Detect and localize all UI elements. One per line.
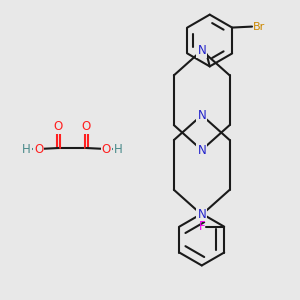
Text: H: H	[22, 142, 31, 155]
Text: H: H	[114, 142, 122, 155]
Text: F: F	[199, 220, 205, 233]
Text: N: N	[197, 109, 206, 122]
Text: N: N	[197, 143, 206, 157]
Text: O: O	[54, 120, 63, 133]
Text: N: N	[197, 208, 206, 221]
Text: O: O	[34, 142, 43, 155]
Text: Br: Br	[253, 22, 265, 32]
Text: O: O	[82, 120, 91, 133]
Text: O: O	[102, 142, 111, 155]
Text: N: N	[197, 44, 206, 57]
